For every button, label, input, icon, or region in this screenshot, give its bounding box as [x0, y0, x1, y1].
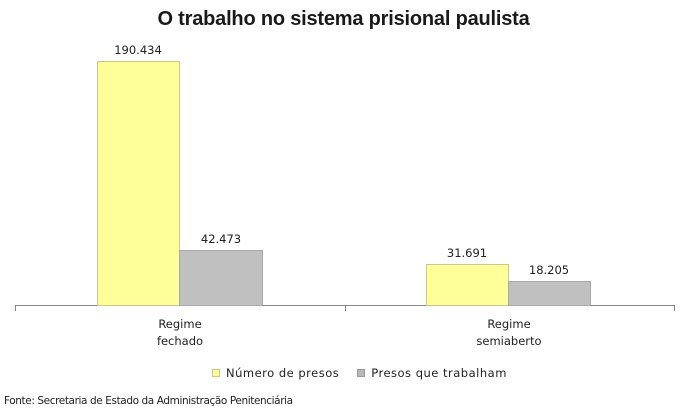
category-line: Regime: [487, 317, 531, 331]
legend: Número de presos Presos que trabalham: [212, 366, 507, 380]
legend-label: Presos que trabalham: [371, 366, 507, 380]
axis-tick: [345, 305, 346, 311]
legend-swatch-yellow-icon: [212, 369, 220, 377]
category-line: fechado: [156, 334, 204, 348]
legend-label: Número de presos: [226, 366, 340, 380]
bar-presos-trabalham-fechado: [179, 250, 263, 306]
chart-title: O trabalho no sistema prisional paulista: [157, 8, 530, 30]
legend-swatch-gray-icon: [357, 369, 366, 377]
value-label: 18.205: [528, 263, 570, 277]
axis-tick: [15, 305, 16, 311]
legend-item-presos-trabalham: Presos que trabalham: [357, 366, 507, 380]
category-line: Regime: [158, 317, 202, 331]
axis-tick: [674, 305, 675, 311]
value-label: 31.691: [446, 246, 488, 260]
source-note: Fonte: Secretaria de Estado da Administr…: [4, 395, 293, 407]
value-label: 190.434: [114, 43, 162, 57]
bar-presos-trabalham-semiaberto: [508, 281, 591, 306]
legend-item-numero-presos: Número de presos: [212, 366, 339, 380]
bar-numero-presos-fechado: [97, 61, 180, 306]
category-label-semiaberto: Regime semiaberto: [429, 316, 589, 350]
bar-numero-presos-semiaberto: [426, 264, 509, 306]
category-line: semiaberto: [476, 334, 542, 348]
category-label-fechado: Regime fechado: [100, 316, 260, 350]
value-label: 42.473: [200, 232, 242, 246]
